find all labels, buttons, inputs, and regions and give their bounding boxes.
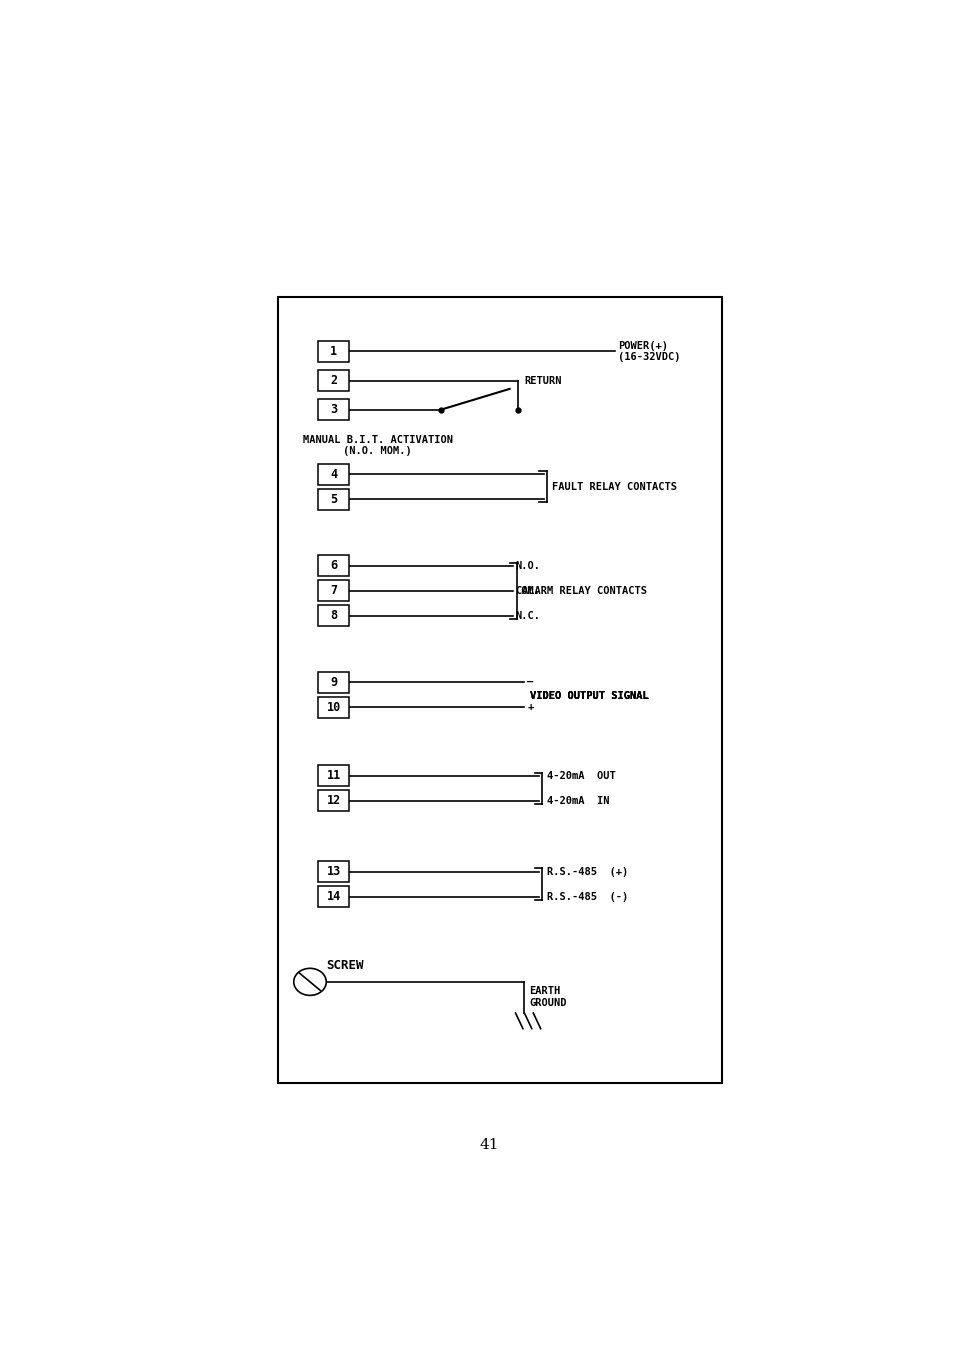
Text: ALARM RELAY CONTACTS: ALARM RELAY CONTACTS [521,586,646,596]
Text: 6: 6 [330,559,336,573]
Bar [317,370,349,390]
Ellipse shape [294,969,326,996]
Text: VIDEO OUTPUT SIGNAL: VIDEO OUTPUT SIGNAL [529,690,648,701]
Text: 11: 11 [326,769,340,782]
Text: 12: 12 [326,794,340,808]
Bar [317,555,349,576]
Text: FAULT RELAY CONTACTS: FAULT RELAY CONTACTS [551,482,676,492]
Bar [317,340,349,362]
Text: N.C.: N.C. [515,611,540,620]
Bar [317,697,349,717]
Bar [278,297,721,1082]
Text: VIDEO OUTPUT SIGNAL: VIDEO OUTPUT SIGNAL [529,690,648,701]
Text: 10: 10 [326,701,340,713]
Text: SCREW: SCREW [326,959,363,971]
Text: 14: 14 [326,890,340,902]
Text: POWER(+)
(16-32VDC): POWER(+) (16-32VDC) [618,340,680,362]
Text: 13: 13 [326,865,340,878]
Bar [317,400,349,420]
Text: 8: 8 [330,609,336,623]
Bar [317,605,349,626]
Text: 4-20mA  IN: 4-20mA IN [546,796,608,805]
Bar [317,861,349,882]
Text: MANUAL B.I.T. ACTIVATION
(N.O. MOM.): MANUAL B.I.T. ACTIVATION (N.O. MOM.) [302,435,452,457]
Bar [317,766,349,786]
Text: +: + [527,703,533,712]
Text: 5: 5 [330,493,336,505]
Text: 1: 1 [330,345,336,358]
Text: R.S.-485  (-): R.S.-485 (-) [546,892,627,901]
Text: VIDEO OUTPUT SIGNAL: VIDEO OUTPUT SIGNAL [529,690,648,701]
Text: –: – [527,677,533,688]
Bar [317,886,349,907]
Text: 4-20mA  OUT: 4-20mA OUT [546,771,615,781]
Text: EARTH
GROUND: EARTH GROUND [529,986,566,1008]
Bar [317,489,349,509]
Text: R.S.-485  (+): R.S.-485 (+) [546,866,627,877]
Text: 2: 2 [330,374,336,388]
Text: 7: 7 [330,584,336,597]
Text: COM.: COM. [515,586,540,596]
Text: 4: 4 [330,467,336,481]
Text: N.O.: N.O. [515,561,540,570]
Text: 41: 41 [478,1138,498,1152]
Bar [317,463,349,485]
Bar [317,671,349,693]
Bar [317,790,349,811]
Bar [317,581,349,601]
Text: 3: 3 [330,403,336,416]
Text: RETURN: RETURN [524,376,561,385]
Text: 9: 9 [330,676,336,689]
